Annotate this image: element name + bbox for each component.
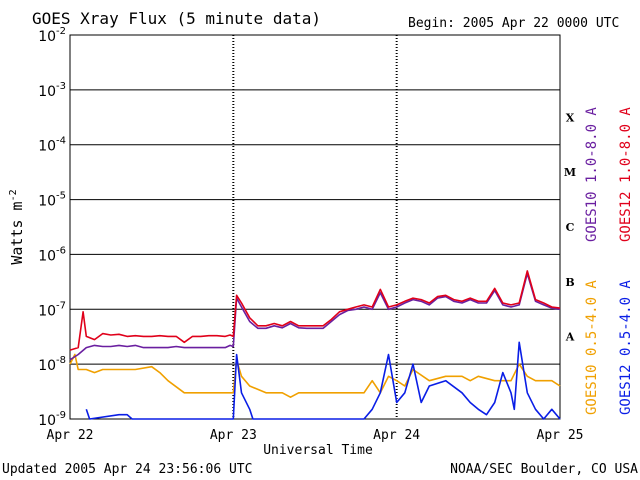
y-tick-label: 10-4	[38, 136, 66, 155]
flare-class-M: M	[564, 166, 576, 179]
legend-entry: GOES12 0.5-4.0 A	[618, 280, 634, 415]
plot-area	[69, 34, 561, 420]
flare-class-B: B	[565, 276, 574, 289]
legend-entry: GOES12 1.0-8.0 A	[618, 107, 634, 242]
begin-date-label: Begin: 2005 Apr 22 0000 UTC	[408, 16, 619, 31]
y-tick-label: 10-3	[38, 81, 66, 100]
series-GOES10 1.0-8.0 A	[69, 272, 561, 361]
flare-class-labels: A B C M X	[564, 111, 576, 343]
day-boundary-gridlines	[232, 35, 398, 419]
legend-entry: GOES10 0.5-4.0 A	[584, 280, 600, 415]
x-axis-label: Universal Time	[263, 443, 373, 458]
y-tick-label: 10-7	[38, 300, 66, 319]
x-tick-label: Apr 22	[47, 428, 94, 443]
x-tick-label: Apr 24	[373, 428, 420, 443]
y-tick-label: 10-2	[38, 26, 66, 45]
y-tick-label: 10-9	[38, 410, 66, 429]
y-tick-label: 10-5	[38, 191, 66, 210]
chart-title: GOES Xray Flux (5 minute data)	[32, 9, 321, 28]
y-tick-label: 10-6	[38, 245, 66, 264]
series-GOES12 1.0-8.0 A	[69, 270, 561, 351]
legend-entry: GOES10 1.0-8.0 A	[584, 107, 600, 242]
series-GOES10 0.5-4.0 A	[69, 353, 561, 398]
y-tick-label: 10-8	[38, 355, 66, 374]
x-tick-label: Apr 23	[210, 428, 257, 443]
legend: GOES10 1.0-8.0 A GOES12 1.0-8.0 A GOES10 0…	[584, 107, 634, 415]
y-axis-label: Watts m-2	[8, 189, 26, 264]
flare-class-C: C	[566, 221, 575, 234]
x-axis-ticks: Apr 22 Apr 23 Apr 24 Apr 25	[47, 428, 584, 443]
data-series	[69, 270, 561, 420]
horizontal-gridlines	[70, 89, 560, 365]
series-GOES12 0.5-4.0 A	[85, 341, 561, 420]
y-axis-ticks: 10-9 10-8 10-7 10-6 10-5 10-4 10-3 10-2	[38, 26, 66, 429]
updated-timestamp: Updated 2005 Apr 24 23:56:06 UTC	[2, 462, 252, 477]
credit-label: NOAA/SEC Boulder, CO USA	[450, 462, 638, 477]
x-tick-label: Apr 25	[537, 428, 584, 443]
flare-class-X: X	[566, 111, 575, 124]
flare-class-A: A	[565, 331, 575, 344]
